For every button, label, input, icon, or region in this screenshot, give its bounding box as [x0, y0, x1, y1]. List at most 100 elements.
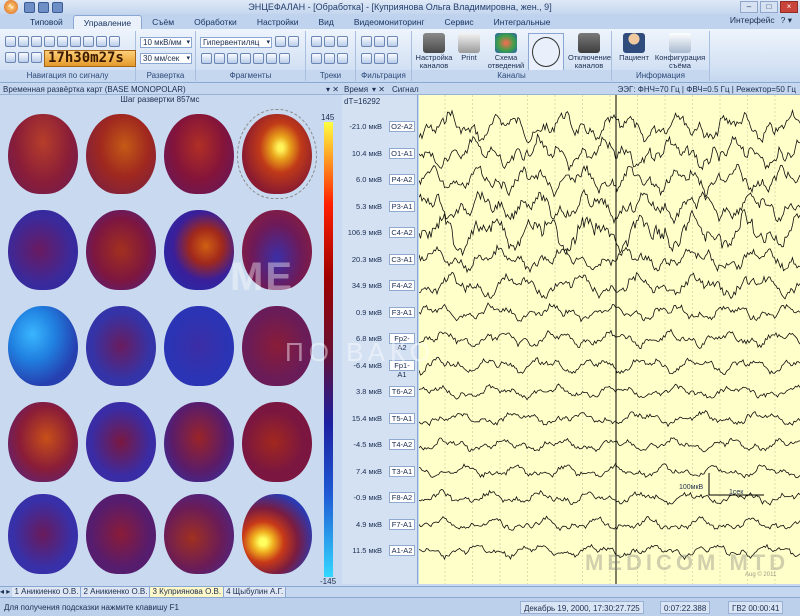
sensitivity-select[interactable]: 10 мкВ/мм: [140, 37, 192, 48]
tab-integral[interactable]: Интегральные: [493, 17, 551, 27]
tab-settings[interactable]: Настройки: [256, 17, 299, 27]
filter6-icon[interactable]: [387, 53, 398, 64]
tab-view[interactable]: Вид: [318, 17, 334, 27]
brain-map[interactable]: [8, 306, 78, 386]
lead-scheme-button[interactable]: Схема отведений: [486, 33, 526, 70]
fragment-type-select[interactable]: Гипервентиляц: [200, 37, 272, 48]
play-icon[interactable]: [57, 36, 68, 47]
brain-map[interactable]: [8, 114, 78, 194]
tab-video[interactable]: Видеомониторинг: [353, 17, 425, 27]
patient-tab[interactable]: 1 Аникиенко О.В.: [12, 587, 82, 597]
channel-label[interactable]: Fp2-A2: [389, 333, 415, 352]
maximize-button[interactable]: □: [760, 1, 778, 13]
print-button[interactable]: Print: [456, 33, 482, 62]
brain-map[interactable]: [242, 402, 312, 482]
filter2-icon[interactable]: [374, 36, 385, 47]
channel-label[interactable]: Fp1-A1: [389, 359, 415, 379]
brain-map[interactable]: [164, 114, 234, 194]
channel-label[interactable]: A1-A2: [389, 545, 415, 556]
frag7-icon[interactable]: [279, 53, 290, 64]
brain-map[interactable]: [86, 114, 156, 194]
track2-icon[interactable]: [324, 36, 335, 47]
panel-pin-icon[interactable]: ▾ ✕: [326, 85, 339, 94]
channel-settings-button[interactable]: Настройка каналов: [414, 33, 454, 70]
patient-tab[interactable]: 4 Щыбулин А.Г.: [224, 587, 287, 597]
redo-icon[interactable]: [52, 1, 63, 13]
frag4-icon[interactable]: [240, 53, 251, 64]
head-map-button[interactable]: [528, 33, 564, 71]
filter1-icon[interactable]: [361, 36, 372, 47]
channel-label[interactable]: O1-A1: [389, 147, 415, 159]
brain-map[interactable]: [8, 210, 78, 290]
brain-map[interactable]: [242, 494, 312, 574]
brain-map[interactable]: [164, 402, 234, 482]
undo-icon[interactable]: [38, 1, 49, 13]
channel-label[interactable]: O2-A2: [389, 121, 415, 132]
col-time-menu-icon[interactable]: ▾ ✕: [372, 85, 385, 94]
col-signal[interactable]: Сигнал: [392, 85, 419, 94]
close-button[interactable]: ×: [780, 1, 798, 13]
config-button[interactable]: Конфигурация съёма: [652, 33, 708, 70]
col-time[interactable]: Время: [344, 85, 369, 94]
speed-select[interactable]: 30 мм/сек: [140, 53, 192, 64]
brain-map[interactable]: [164, 306, 234, 386]
track4-icon[interactable]: [311, 53, 322, 64]
rewind-fast-icon[interactable]: [18, 36, 29, 47]
channel-label[interactable]: T4-A2: [389, 439, 415, 450]
track3-icon[interactable]: [337, 36, 348, 47]
step-forward-icon[interactable]: [70, 36, 81, 47]
marker3-icon[interactable]: [31, 52, 42, 63]
filter4-icon[interactable]: [361, 53, 372, 64]
fragment-remove-icon[interactable]: [288, 36, 299, 47]
channel-label[interactable]: C4-A2: [389, 227, 415, 238]
brain-map[interactable]: [164, 494, 234, 574]
tab-processing[interactable]: Обработки: [194, 17, 237, 27]
brain-map[interactable]: [242, 210, 312, 290]
frag6-icon[interactable]: [266, 53, 277, 64]
tab-control[interactable]: Управление: [72, 15, 143, 29]
brain-map[interactable]: [86, 306, 156, 386]
frag2-icon[interactable]: [214, 53, 225, 64]
channel-label[interactable]: C3-A1: [389, 253, 415, 265]
tab-recording[interactable]: Съём: [152, 17, 175, 27]
brain-map[interactable]: [242, 306, 312, 386]
channel-label[interactable]: P3-A1: [389, 200, 415, 212]
channel-label[interactable]: T5-A1: [389, 412, 415, 424]
first-icon[interactable]: [5, 36, 16, 47]
tab-typical[interactable]: Типовой: [30, 17, 63, 27]
help-icon[interactable]: ? ▾: [780, 15, 792, 25]
channel-label[interactable]: F4-A2: [389, 280, 415, 291]
brain-map-selected[interactable]: [237, 109, 317, 199]
interface-menu[interactable]: Интерфейс: [729, 15, 775, 25]
save-icon[interactable]: [24, 1, 35, 13]
disable-channels-button[interactable]: Отключение каналов: [568, 33, 611, 70]
filter3-icon[interactable]: [387, 36, 398, 47]
channel-label[interactable]: P4-A2: [389, 174, 415, 185]
brain-map[interactable]: [8, 494, 78, 574]
fragment-add-icon[interactable]: [275, 36, 286, 47]
channel-label[interactable]: F7-A1: [389, 518, 415, 530]
frag3-icon[interactable]: [227, 53, 238, 64]
brain-map[interactable]: [86, 402, 156, 482]
minimize-button[interactable]: –: [740, 1, 758, 13]
patient-button[interactable]: Пациент: [618, 33, 650, 62]
filter5-icon[interactable]: [374, 53, 385, 64]
track1-icon[interactable]: [311, 36, 322, 47]
step-back-icon[interactable]: [44, 36, 55, 47]
channel-label[interactable]: T6-A2: [389, 386, 415, 397]
brain-map[interactable]: [86, 494, 156, 574]
rewind-icon[interactable]: [31, 36, 42, 47]
brain-map[interactable]: [86, 210, 156, 290]
last-icon[interactable]: [109, 36, 120, 47]
frag1-icon[interactable]: [201, 53, 212, 64]
patient-tab[interactable]: 3 Куприянова О.В.: [150, 587, 225, 597]
marker2-icon[interactable]: [18, 52, 29, 63]
forward-fast-icon[interactable]: [96, 36, 107, 47]
tab-nav-icon[interactable]: ◂ ▸: [0, 587, 13, 596]
eeg-signal-area[interactable]: 100мкВ 1сек: [419, 95, 800, 584]
brain-map[interactable]: [8, 402, 78, 482]
track6-icon[interactable]: [337, 53, 348, 64]
brain-map[interactable]: [164, 210, 234, 290]
channel-label[interactable]: T3-A1: [389, 465, 415, 477]
channel-label[interactable]: F3-A1: [389, 306, 415, 318]
